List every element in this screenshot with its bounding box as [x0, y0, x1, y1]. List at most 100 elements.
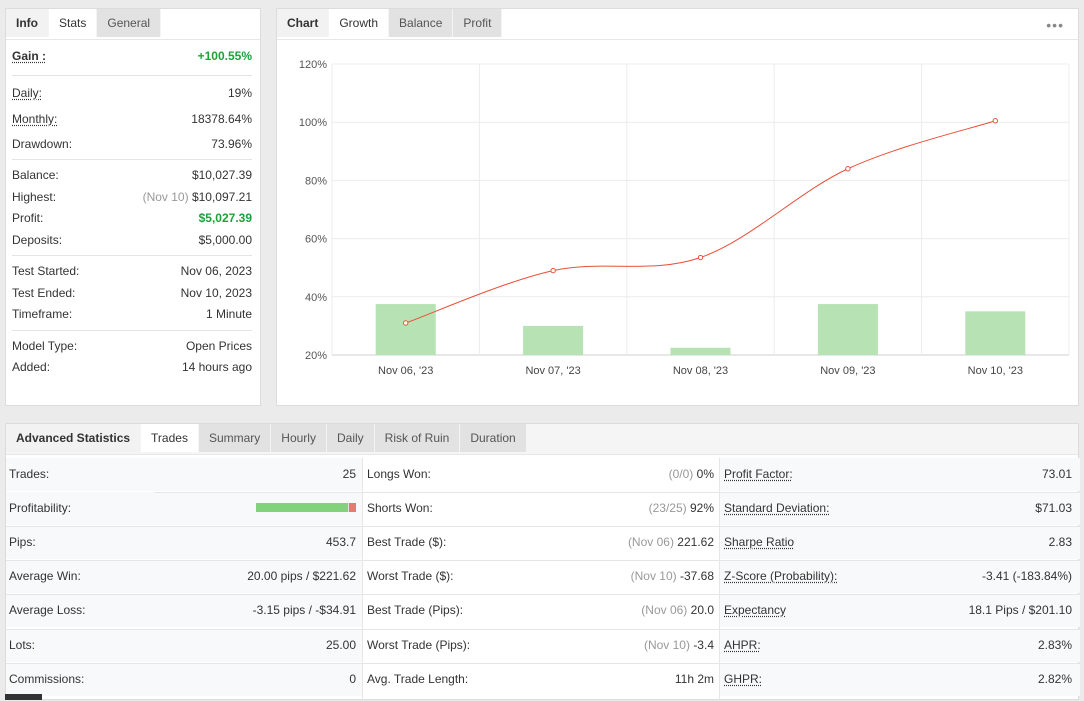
y-tick-label: 100%: [299, 117, 327, 129]
deposits-value: $5,000.00: [199, 231, 252, 249]
stat-label[interactable]: Sharpe Ratio: [724, 526, 794, 559]
added-row: Added: 14 hours ago: [12, 358, 252, 376]
stat-label: Worst Trade ($):: [367, 560, 453, 593]
scrollbar-thumb[interactable]: [5, 694, 42, 700]
stat-value: 453.7: [326, 526, 356, 559]
test-ended-label: Test Ended:: [12, 284, 75, 302]
stat-value: 20.0: [691, 603, 714, 617]
stats-tabs: Advanced Statistics Trades Summary Hourl…: [6, 424, 527, 454]
tab-summary[interactable]: Summary: [199, 424, 271, 452]
row-divider: [154, 560, 362, 561]
monthly-label[interactable]: Monthly:: [12, 110, 57, 128]
row-divider: [154, 663, 362, 664]
stat-value: -3.4: [693, 638, 714, 652]
stat-label[interactable]: Profit Factor:: [724, 458, 793, 491]
growth-point: [698, 255, 702, 259]
balance-label: Balance:: [12, 166, 59, 184]
table-row: Pips: 453.7 Best Trade ($): (Nov 06) 221.62…: [6, 526, 1080, 559]
tab-duration[interactable]: Duration: [460, 424, 526, 452]
tab-risk-of-ruin[interactable]: Risk of Ruin: [375, 424, 461, 452]
daily-label[interactable]: Daily:: [12, 84, 42, 102]
tab-advanced-statistics[interactable]: Advanced Statistics: [6, 424, 141, 452]
added-value: 14 hours ago: [182, 358, 252, 376]
stat-label: Commissions:: [9, 663, 84, 696]
stat-value-wrap: (0/0) 0%: [669, 458, 714, 491]
test-started-label: Test Started:: [12, 262, 79, 280]
x-tick-label: Nov 07, '23: [525, 365, 580, 377]
column-divider: [719, 458, 720, 701]
table-row: Profitability: Shorts Won: (23/25) 92% Stan…: [6, 492, 1080, 525]
balance-row: Balance: $10,027.39: [12, 166, 252, 184]
stat-value: 73.01: [1042, 458, 1072, 491]
stat-note: (Nov 06): [641, 603, 687, 617]
stat-label: Pips:: [9, 526, 36, 559]
stat-label[interactable]: Expectancy: [724, 594, 786, 627]
tab-daily[interactable]: Daily: [327, 424, 375, 452]
test-ended-value: Nov 10, 2023: [181, 284, 252, 302]
stat-value: -3.41 (-183.84%): [982, 560, 1072, 593]
gain-label[interactable]: Gain :: [12, 47, 46, 65]
deposits-label: Deposits:: [12, 231, 62, 249]
tab-chart[interactable]: Chart: [277, 9, 329, 37]
tab-info[interactable]: Info: [6, 9, 49, 37]
growth-chart: 120% 100% 80% 60% 40% 20% Nov 06, '23 Nov 07, '…: [277, 41, 1078, 403]
stat-value-wrap: (Nov 10) -3.4: [644, 629, 714, 662]
deposits-row: Deposits: $5,000.00: [12, 231, 252, 249]
tab-balance[interactable]: Balance: [389, 9, 453, 37]
row-divider: [6, 560, 154, 561]
growth-line: [406, 121, 996, 323]
tab-trades[interactable]: Trades: [141, 424, 199, 452]
tab-general[interactable]: General: [97, 9, 161, 37]
row-divider: [362, 492, 1080, 493]
bar-mark: [965, 311, 1025, 355]
daily-value: 19%: [228, 84, 252, 102]
stat-label[interactable]: Z-Score (Probability):: [724, 560, 837, 593]
stat-value: 18.1 Pips / $201.10: [969, 594, 1072, 627]
stat-label: Worst Trade (Pips):: [367, 629, 470, 662]
model-type-label: Model Type:: [12, 337, 77, 355]
row-divider: [154, 526, 362, 527]
timeframe-label: Timeframe:: [12, 305, 72, 323]
table-row: Trades: 25 Longs Won: (0/0) 0% Profit Factor…: [6, 458, 1080, 491]
highest-label: Highest:: [12, 188, 56, 206]
stat-label: Lots:: [9, 629, 35, 662]
test-ended-row: Test Ended: Nov 10, 2023: [12, 284, 252, 302]
stat-value: $71.03: [1035, 492, 1072, 525]
stat-label[interactable]: AHPR:: [724, 629, 761, 662]
profitability-loss-fill: [349, 503, 356, 512]
profitability-win-fill: [256, 503, 348, 512]
stat-label: Longs Won:: [367, 458, 431, 491]
info-tabs: Info Stats General: [6, 9, 161, 39]
chart-panel: Chart Growth Balance Profit ••• 120% 100%…: [276, 8, 1079, 406]
highest-value-wrap: (Nov 10) $10,097.21: [143, 188, 252, 206]
dots-menu-icon[interactable]: •••: [1046, 17, 1064, 33]
stat-label: Avg. Trade Length:: [367, 663, 468, 696]
highest-value: $10,097.21: [192, 190, 252, 204]
gain-value: +100.55%: [198, 47, 252, 65]
drawdown-value: 73.96%: [211, 135, 252, 153]
tab-growth[interactable]: Growth: [329, 9, 389, 37]
tab-hourly[interactable]: Hourly: [271, 424, 327, 452]
chart-tabs: Chart Growth Balance Profit: [277, 9, 502, 39]
stat-label: Average Loss:: [9, 594, 86, 627]
profit-value: $5,027.39: [199, 209, 252, 227]
stat-label: Shorts Won:: [367, 492, 433, 525]
stat-label: Best Trade ($):: [367, 526, 446, 559]
x-tick-label: Nov 10, '23: [968, 365, 1023, 377]
stat-value: -37.68: [680, 569, 714, 583]
row-divider: [6, 663, 154, 664]
advanced-statistics-panel: Advanced Statistics Trades Summary Hourl…: [5, 423, 1079, 700]
row-divider: [154, 629, 362, 630]
tab-profit[interactable]: Profit: [453, 9, 502, 37]
stat-value: 2.83: [1049, 526, 1072, 559]
stat-value-wrap: 11h 2m: [675, 663, 714, 696]
row-divider: [362, 629, 1080, 630]
tab-stats[interactable]: Stats: [49, 9, 97, 37]
growth-point: [993, 119, 997, 123]
table-row: Lots: 25.00 Worst Trade (Pips): (Nov 10) -3…: [6, 629, 1080, 662]
stat-label[interactable]: Standard Deviation:: [724, 492, 829, 525]
row-divider: [154, 492, 362, 493]
stat-value-wrap: (Nov 06) 20.0: [641, 594, 714, 627]
highest-row: Highest: (Nov 10) $10,097.21: [12, 188, 252, 206]
stat-label[interactable]: GHPR:: [724, 663, 762, 696]
